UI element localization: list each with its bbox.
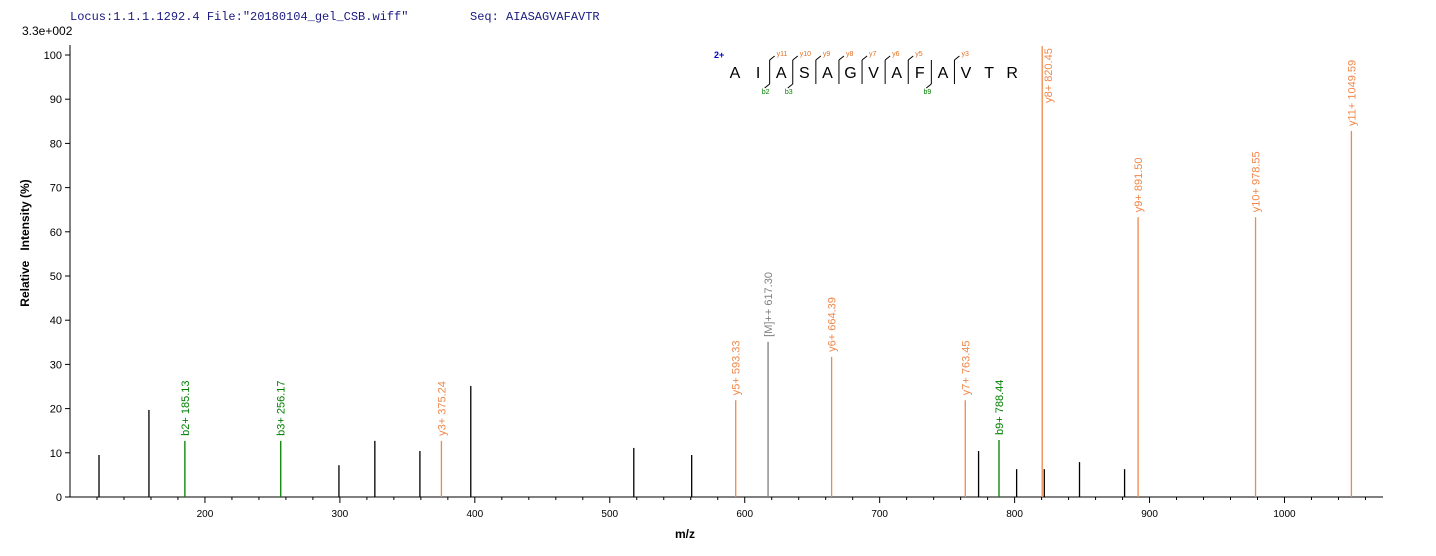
header: Locus:1.1.1.1292.4 File:"20180104_gel_CS… [70, 10, 408, 24]
peak-label: y7+ 763.45 [960, 340, 972, 395]
y-axis-label: Relative Intensity (%) [18, 179, 32, 306]
y-ion-label: y3 [961, 51, 969, 58]
y-tick-label: 0 [56, 492, 62, 504]
x-tick-label: 900 [1141, 509, 1158, 520]
peak-label: y3+ 375.24 [436, 381, 448, 436]
x-tick-label: 1000 [1273, 509, 1296, 520]
sequence-label: Seq: AIASAGVAFAVTR [470, 10, 600, 24]
x-axis-label: m/z [675, 527, 695, 541]
scale-label: 3.3e+002 [22, 24, 73, 38]
x-tick-label: 400 [466, 509, 483, 520]
y-hook [838, 55, 845, 61]
peak-label: y9+ 891.50 [1133, 157, 1145, 212]
x-tick-label: 300 [332, 509, 349, 520]
peak-label: y5+ 593.33 [731, 340, 743, 395]
y-hook [954, 55, 960, 61]
y-tick-label: 70 [50, 183, 62, 195]
x-tick-label: 200 [197, 509, 214, 520]
residue: A [730, 65, 741, 82]
y-hook [792, 55, 799, 61]
y-hook [884, 55, 891, 61]
x-tick-label: 700 [871, 509, 888, 520]
y-hook [907, 55, 914, 61]
y-ion-label: y9 [823, 51, 831, 58]
peak-label: y8+ 820.45 [1043, 48, 1055, 103]
residue: A [822, 65, 833, 82]
peak-label: y6+ 664.39 [827, 297, 839, 352]
b-hook [926, 83, 932, 89]
y-hook [769, 55, 775, 61]
residue: V [961, 65, 972, 82]
y-ion-label: y5 [915, 51, 923, 58]
b-ion-label: b9 [923, 89, 931, 96]
peak-label: y10+ 978.55 [1251, 151, 1263, 212]
x-tick-label: 500 [601, 509, 618, 520]
residue: S [799, 65, 810, 82]
b-hook [787, 83, 794, 89]
b-ion-label: b3 [785, 89, 793, 96]
y-tick-label: 80 [50, 138, 62, 150]
y-ion-label: y7 [869, 51, 877, 58]
y-tick-label: 20 [50, 404, 62, 416]
y-tick-label: 30 [50, 359, 62, 371]
y-ion-label: y10 [800, 51, 811, 58]
residue: A [776, 65, 787, 82]
residue: I [756, 65, 760, 82]
residue: V [868, 65, 879, 82]
peak-label: b2+ 185.13 [180, 380, 192, 435]
y-tick-label: 90 [50, 94, 62, 106]
y-ion-label: y8 [846, 51, 854, 58]
residue: R [1006, 65, 1018, 82]
charge-label: 2+ [714, 50, 724, 60]
y-hook [861, 55, 868, 61]
x-tick-label: 600 [736, 509, 753, 520]
residue: G [844, 65, 856, 82]
x-tick-label: 800 [1006, 509, 1023, 520]
residue: A [938, 65, 949, 82]
y-tick-label: 50 [50, 271, 62, 283]
y-tick-label: 10 [50, 448, 62, 460]
y-hook [815, 55, 822, 61]
peak-label: b9+ 788.44 [994, 380, 1006, 435]
y-ion-label: y6 [892, 51, 900, 58]
y-ion-label: y11 [777, 51, 788, 58]
b-ion-label: b2 [762, 89, 770, 96]
y-tick-label: 100 [44, 50, 62, 62]
peak-label: b3+ 256.17 [276, 380, 288, 435]
peak-label: [M]++ 617.30 [763, 272, 775, 337]
residue: F [915, 65, 925, 82]
y-tick-label: 40 [50, 315, 62, 327]
residue: A [891, 65, 902, 82]
b-hook [764, 83, 770, 89]
y-tick-label: 60 [50, 227, 62, 239]
residue: T [984, 65, 994, 82]
peak-label: y11+ 1049.59 [1346, 60, 1358, 126]
